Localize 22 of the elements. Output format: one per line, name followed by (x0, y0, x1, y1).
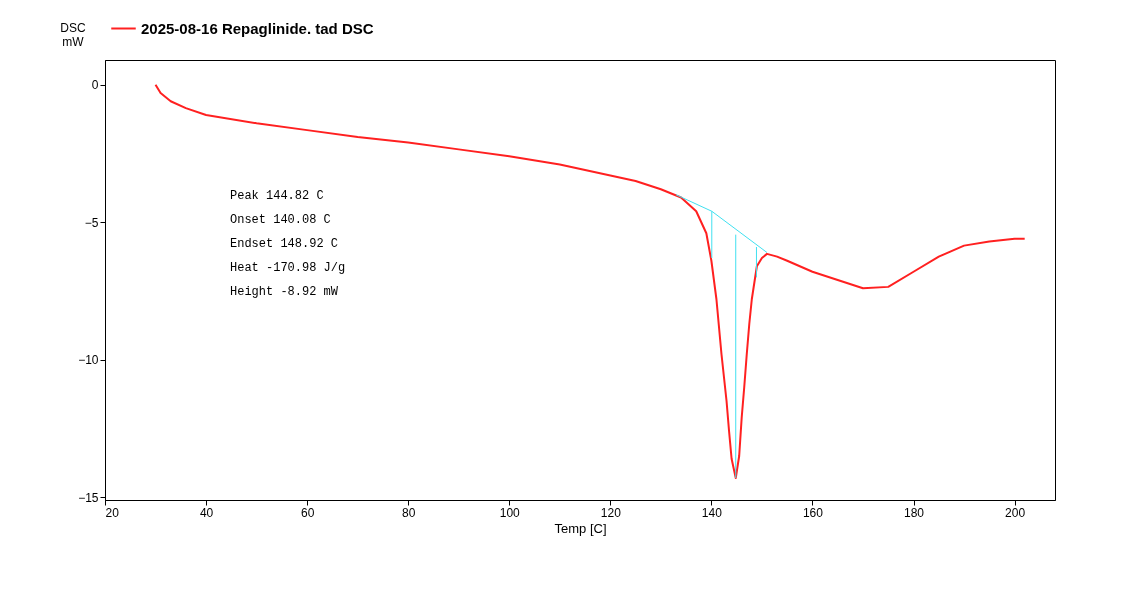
x-axis-title: Temp [C] (554, 520, 607, 536)
y-axis-title: DSC mW (60, 21, 86, 49)
x-tick-label: 80 (402, 505, 416, 520)
x-tick-label: 180 (903, 505, 925, 520)
y-tick-label: −5 (84, 215, 99, 230)
annotation: Onset 140.08 C (230, 213, 331, 227)
annotation: Height -8.92 mW (230, 285, 339, 299)
annotation: Endset 148.92 C (230, 237, 339, 251)
x-tick-label: 20 (105, 505, 120, 520)
y-tick-label: −10 (78, 353, 99, 368)
annotation: Peak 144.82 C (230, 189, 324, 203)
x-tick-label: 40 (199, 505, 214, 520)
x-tick-label: 120 (600, 505, 622, 520)
x-tick-label: 200 (1005, 505, 1026, 520)
x-tick-label: 100 (499, 505, 521, 520)
y-tick-label: 0 (91, 78, 99, 93)
y-tick-label: −15 (78, 490, 99, 505)
x-tick-label: 60 (300, 505, 315, 520)
legend-label: 2025-08-16 Repaglinide. tad DSC (141, 19, 374, 37)
x-tick-label: 160 (802, 505, 824, 520)
x-tick-label: 140 (701, 505, 723, 520)
annotation: Heat -170.98 J/g (230, 261, 346, 275)
